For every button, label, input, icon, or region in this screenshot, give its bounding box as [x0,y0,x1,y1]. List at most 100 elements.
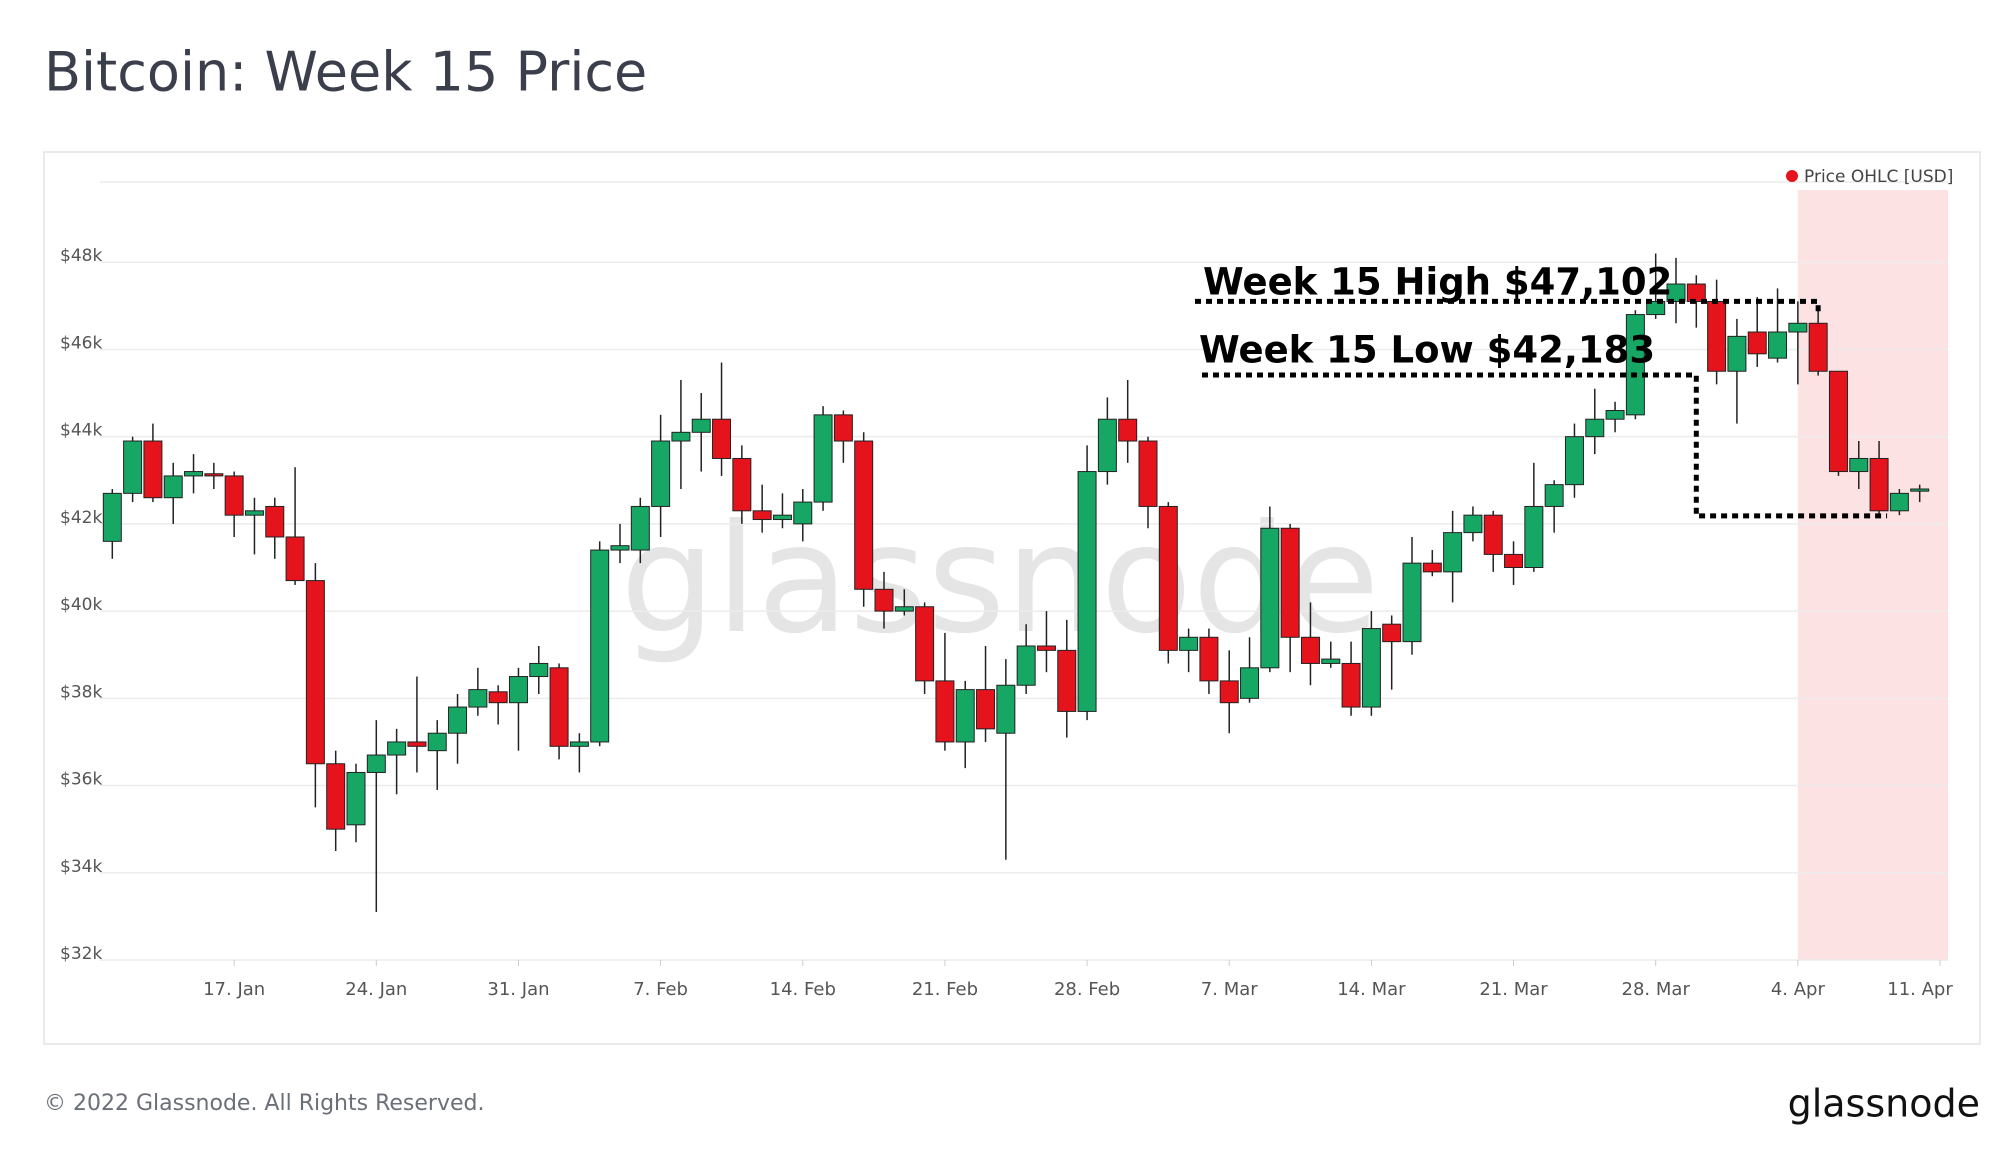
candle-body [265,505,285,538]
candle-body [1808,322,1828,372]
y-tick-label: $48k [60,246,102,266]
candle-body [813,414,833,503]
candle-body [305,580,325,765]
candle-body [894,606,914,612]
candle-body [366,754,386,773]
candle-body [955,689,975,743]
candle-body [854,440,874,590]
candle-body [448,706,468,734]
candle-body [793,501,813,525]
candle-body [285,536,305,582]
candle-body [935,680,955,743]
y-tick-label: $36k [60,770,102,790]
candle-body [1097,418,1117,473]
candle-body [996,684,1016,734]
candle-body [630,505,650,551]
candle-body [1605,410,1625,420]
candle-body [1747,331,1767,355]
candle-body [1077,471,1097,712]
y-tick-label: $32k [60,944,102,964]
candle-body [1402,562,1422,643]
candle-body [387,741,407,756]
candle-body [1788,322,1808,333]
x-tick-label: 4. Apr [1771,979,1826,1000]
candle-body [1158,505,1178,651]
annotation-line [1195,298,1821,316]
candle-body [1544,484,1564,507]
candle-body [407,741,427,747]
candle-body [1686,283,1706,302]
candle-body [346,771,366,826]
candle-body [1361,628,1381,708]
candle-body [1057,649,1077,712]
x-tick-label: 24. Jan [345,979,407,1000]
x-tick-label: 28. Mar [1622,979,1691,1000]
candle-body [651,440,671,507]
candle-body [1625,314,1645,416]
candle-body [1869,457,1889,512]
logo: glassnode [1788,1082,1980,1126]
candle-body [529,662,549,678]
candle-body [427,732,447,752]
candle-body [1016,645,1036,686]
annotation: Week 15 Low $42,183 [1199,329,1655,372]
candle-body [1585,418,1605,438]
x-tick-label: 7. Feb [633,979,688,1000]
candle-body [488,691,508,704]
candle-body [1849,457,1869,473]
candle-body [1504,553,1524,569]
candle-body [1910,488,1930,492]
shaded-range [1797,190,1948,960]
candle-body [123,440,143,494]
candle-body [691,418,711,433]
candle-body [508,676,528,704]
x-tick-label: 21. Feb [912,979,978,1000]
x-tick-label: 11. Apr [1887,979,1953,1000]
y-tick-label: $44k [60,421,102,441]
candle-body [874,588,894,612]
y-tick-label: $38k [60,682,102,702]
annotation: Week 15 High $47,102 [1203,261,1672,304]
candle-body [204,473,224,477]
candle-body [1646,300,1666,316]
candle-body [1118,418,1138,442]
candle-body [1219,680,1239,704]
candle-body [1179,636,1199,651]
candle-body [224,475,244,516]
legend-marker [1786,170,1798,182]
candle-body [752,510,772,521]
x-tick-label: 14. Mar [1337,979,1406,1000]
candle-body [184,471,204,477]
candle-body [468,689,488,708]
y-tick-label: $42k [60,508,102,528]
watermark: glassnode [620,493,1379,667]
candle-body [143,440,163,499]
candle-body [1138,440,1158,507]
candle-body [1036,645,1056,651]
candle-body [1321,658,1341,664]
x-tick-label: 14. Feb [770,979,836,1000]
candle-body [1280,527,1300,638]
candle-body [1828,370,1848,473]
candle-body [163,475,183,499]
candle-body [1240,667,1260,699]
candle-body [1260,527,1280,669]
candle-body [915,606,935,682]
candle-body [732,457,752,512]
candle-body [549,667,569,747]
candle-body [1382,623,1402,643]
candle-body [1422,562,1442,573]
candle-body [1341,662,1361,708]
candle-body [1524,505,1544,569]
candle-body [1707,300,1727,372]
candle-body [772,514,792,521]
x-tick-label: 28. Feb [1054,979,1120,1000]
x-tick-label: 21. Mar [1479,979,1548,1000]
chart-title: Bitcoin: Week 15 Price [44,41,647,104]
y-tick-label: $46k [60,333,102,353]
candle-body [1889,492,1909,512]
candle-body [1199,636,1219,682]
x-tick-label: 17. Jan [203,979,265,1000]
candle-body [833,414,853,442]
